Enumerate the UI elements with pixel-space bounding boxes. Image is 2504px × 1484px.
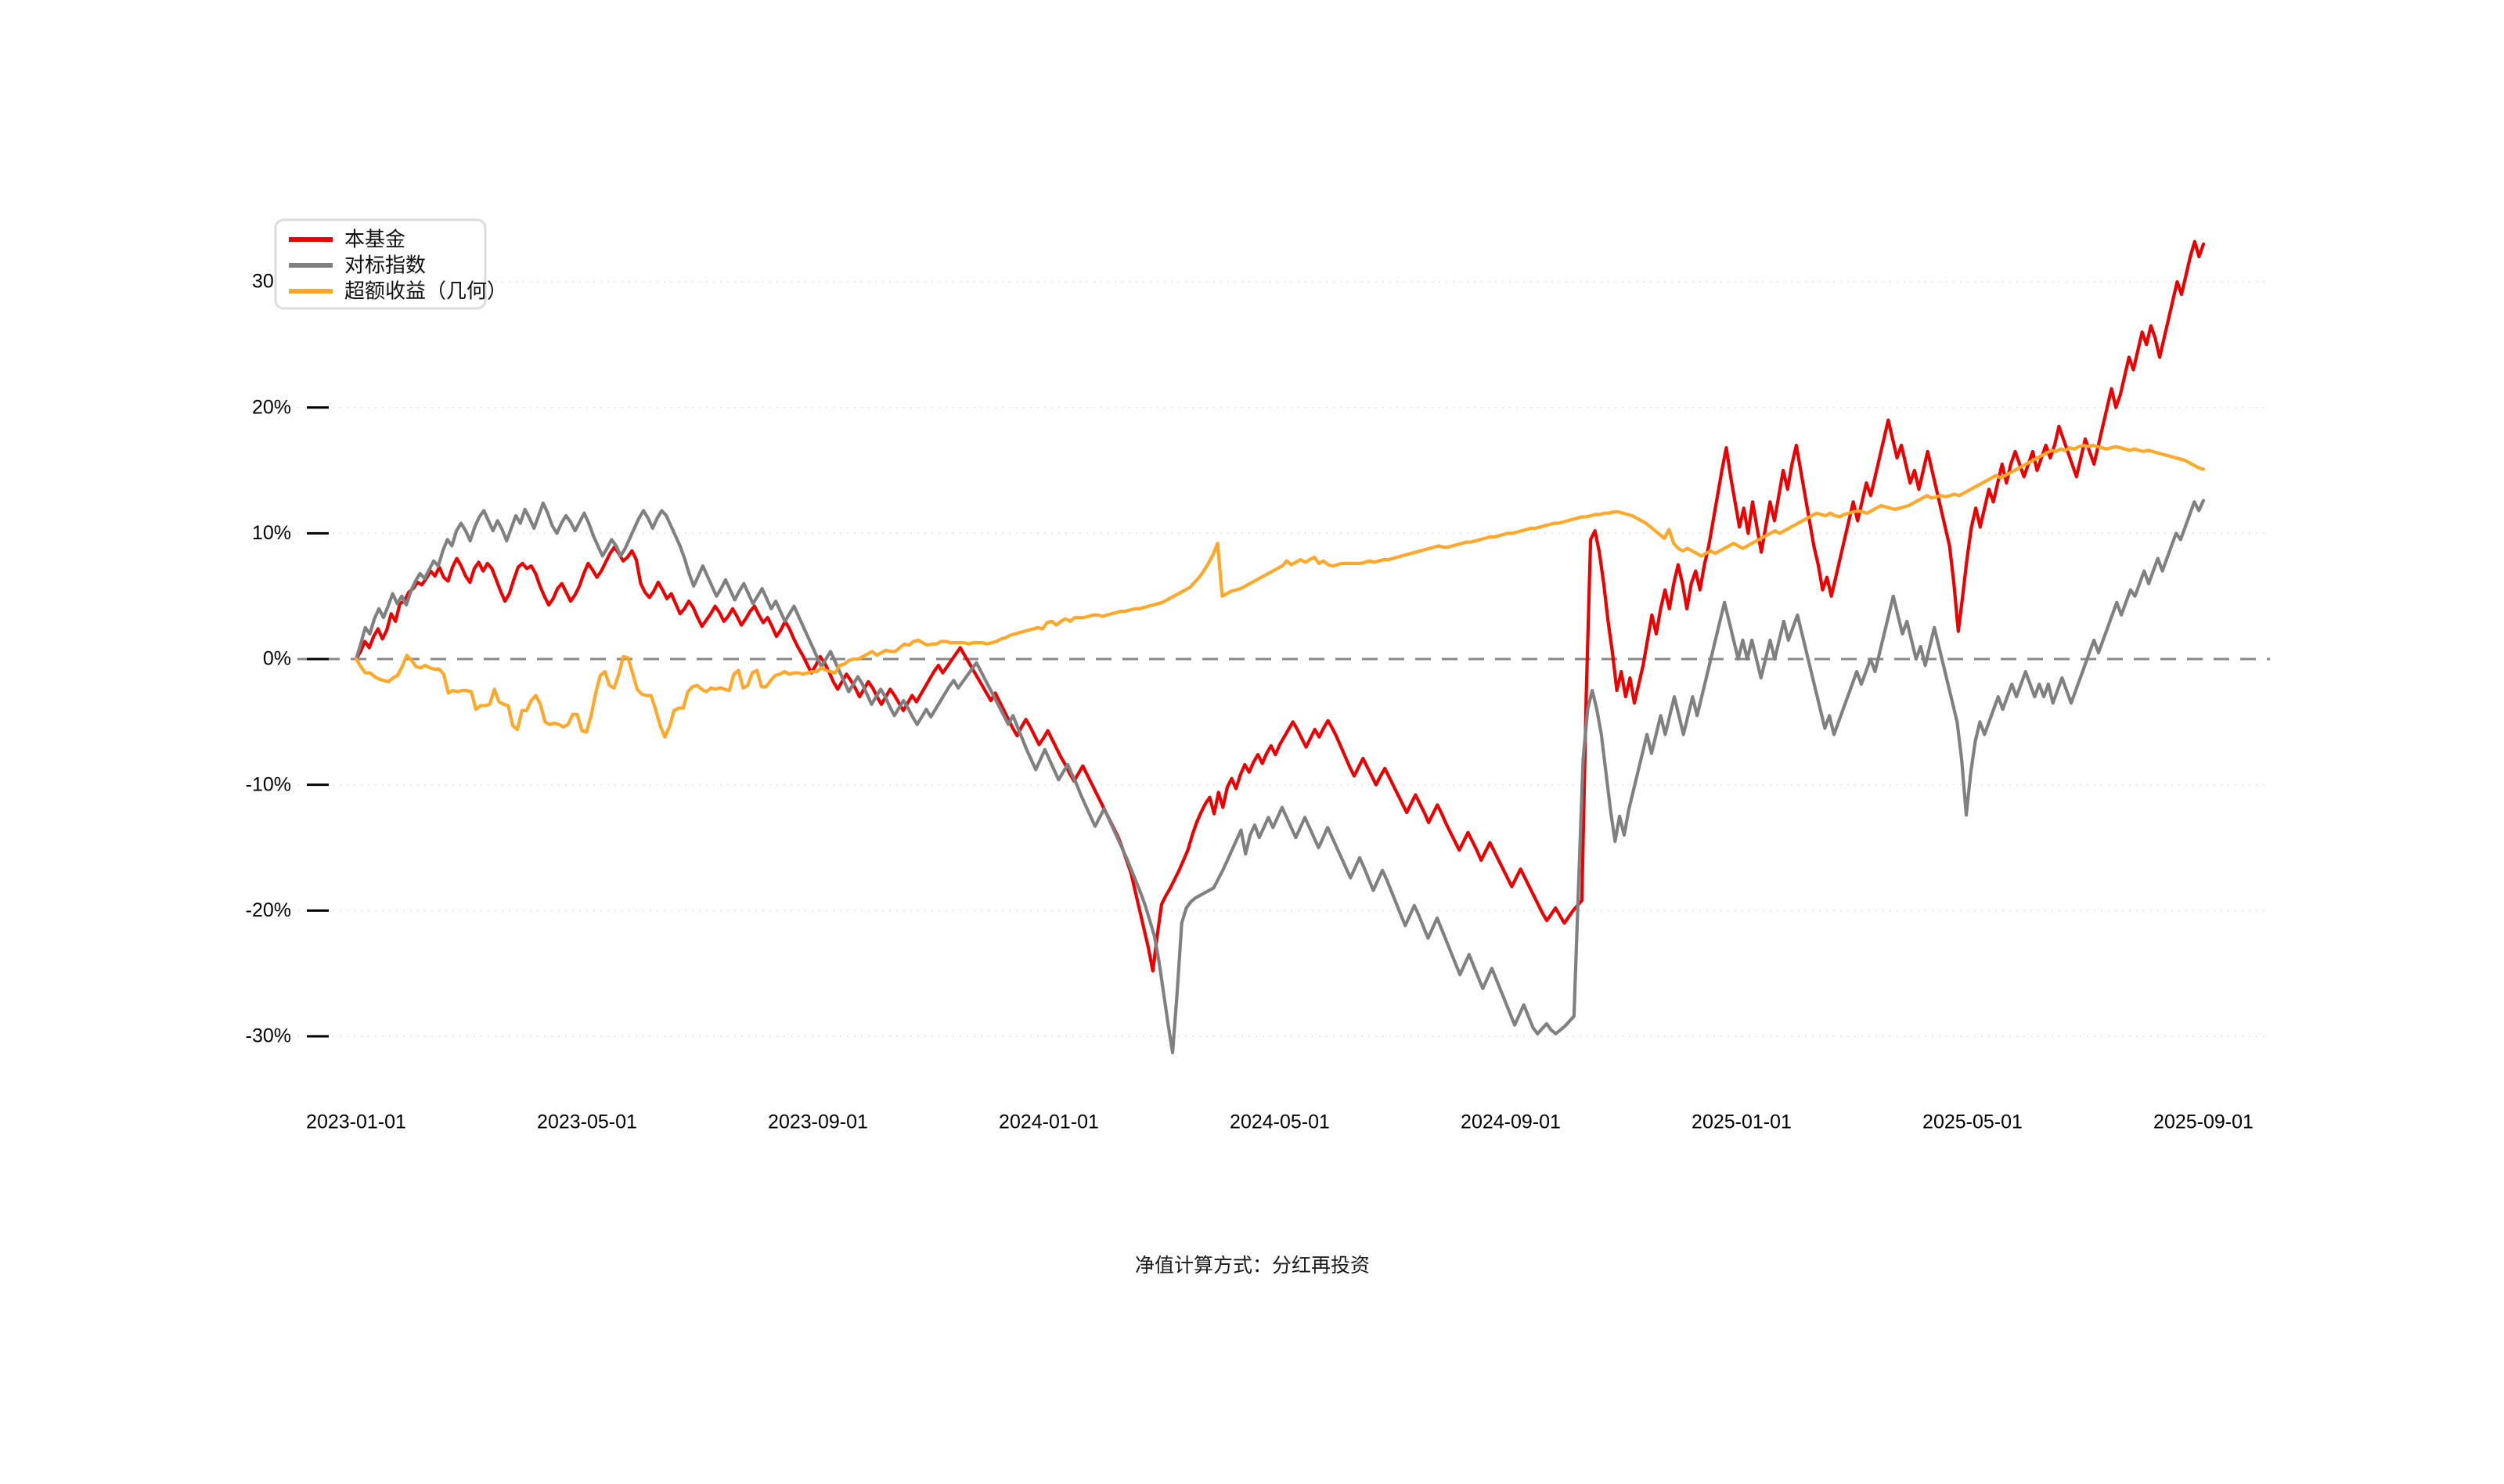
x-axis-tick-label: 2025-01-01 (1692, 1111, 1792, 1133)
legend-label-1[interactable]: 本基金 (344, 229, 405, 252)
x-axis-ticks: 2023-01-01 2023-05-01 2023-09-01 2024-01-01… (306, 1111, 2254, 1133)
legend-label-2[interactable]: 对标指数 (344, 254, 426, 278)
y-axis-tick-label: -20% (246, 899, 291, 921)
x-axis-tick-label: 2025-05-01 (1922, 1111, 2023, 1133)
legend-label-3[interactable]: 超额收益（几何） (344, 280, 507, 304)
x-axis-tick-label: 2023-05-01 (537, 1111, 637, 1133)
series-line-3 (354, 443, 2206, 739)
legend-container (274, 218, 487, 310)
y-axis-tick-label: -30% (246, 1025, 291, 1047)
y-axis-tick-label: -10% (246, 773, 291, 795)
y-axis-tick-label: 0% (263, 648, 291, 670)
data-series (354, 240, 2206, 1054)
x-axis-tick-label: 2024-01-01 (999, 1111, 1099, 1133)
x-axis-tick-label: 2023-09-01 (768, 1111, 868, 1133)
x-axis-tick-label: 2024-09-01 (1461, 1111, 1561, 1133)
y-axis-tick-label: 10% (252, 522, 291, 544)
y-axis-tick-label: 20% (252, 396, 291, 418)
x-axis-tick-label: 2024-05-01 (1230, 1111, 1330, 1133)
x-axis-tick-label: 2025-09-01 (2153, 1111, 2254, 1133)
series-line-1 (354, 240, 2206, 973)
gridlines (297, 281, 2270, 1037)
footer-note: 净值计算方式：分红再投资 (1135, 1254, 1370, 1277)
series-line-2 (354, 499, 2206, 1054)
x-axis-tick-label: 2023-01-01 (306, 1111, 406, 1133)
y-axis-ticks: 30%20%10%0%-10%-20%-30% (246, 271, 329, 1047)
